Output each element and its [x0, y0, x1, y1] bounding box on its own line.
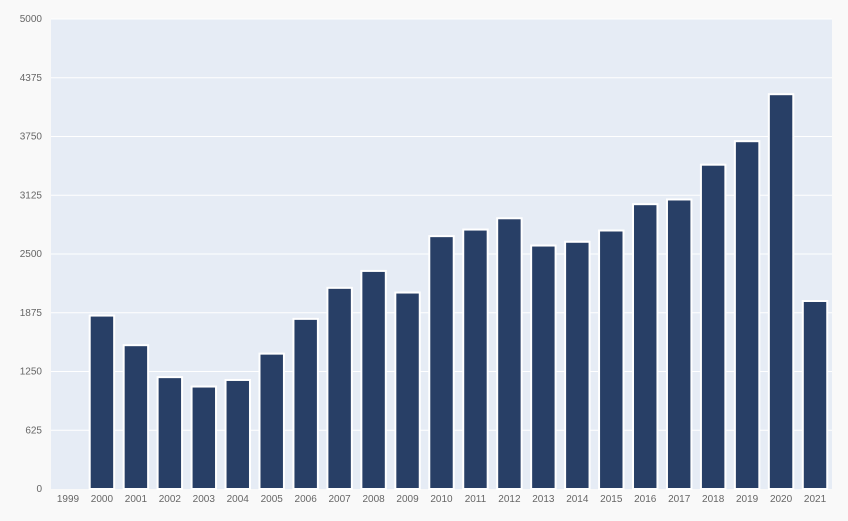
x-tick-label: 2006 [295, 494, 318, 505]
x-tick-label: 2013 [532, 494, 555, 505]
x-tick-label: 2003 [193, 494, 216, 505]
bar-2016 [632, 203, 659, 490]
y-tick-label: 3750 [20, 132, 43, 143]
x-tick-label: 2007 [329, 494, 352, 505]
y-tick-label: 2500 [20, 249, 43, 260]
y-tick-label: 5000 [20, 14, 43, 25]
x-tick-label: 2009 [396, 494, 419, 505]
x-tick-label: 2005 [261, 494, 284, 505]
x-tick-label: 2015 [600, 494, 623, 505]
x-tick-label: 2014 [566, 494, 589, 505]
bar-2004 [224, 378, 251, 490]
bar-2015 [598, 229, 625, 490]
x-tick-label: 2002 [159, 494, 182, 505]
x-tick-label: 2016 [634, 494, 657, 505]
bar-2006 [292, 317, 319, 490]
y-tick-label: 625 [25, 425, 42, 436]
x-tick-label: 2018 [702, 494, 725, 505]
bars [88, 93, 829, 491]
bar-2020 [767, 93, 795, 490]
bar-2017 [665, 198, 693, 490]
bar-2013 [530, 244, 557, 490]
y-tick-label: 1875 [20, 308, 43, 319]
bar-2003 [190, 385, 218, 491]
y-tick-label: 3125 [20, 190, 43, 201]
bar-2010 [428, 235, 455, 490]
bar-2002 [156, 376, 184, 491]
bar-2019 [733, 140, 761, 490]
x-tick-label: 2011 [465, 494, 487, 505]
y-tick-label: 4375 [20, 73, 43, 84]
x-tick-label: 2019 [736, 494, 759, 505]
y-tick-label: 1250 [20, 367, 43, 378]
bar-2001 [122, 344, 150, 490]
bar-2014 [564, 240, 591, 490]
y-axis-tick-labels: 0 625 1250 1875 2500 3125 3750 4375 5000 [20, 14, 43, 495]
x-tick-label: 2012 [498, 494, 521, 505]
x-tick-label: 2008 [362, 494, 385, 505]
x-tick-label: 2004 [227, 494, 250, 505]
x-axis-tick-labels: 1999 2000 2001 2002 2003 2004 2005 2006 2007 2008… [57, 494, 827, 505]
x-tick-label: 1999 [57, 494, 80, 505]
x-tick-label: 2020 [770, 494, 793, 505]
bar-2018 [699, 163, 727, 490]
bar-2007 [326, 286, 353, 490]
x-tick-label: 2021 [804, 494, 827, 505]
x-tick-label: 2000 [91, 494, 114, 505]
x-tick-label: 2010 [430, 494, 453, 505]
bar-2009 [394, 291, 421, 491]
x-tick-label: 2017 [668, 494, 691, 505]
bar-2005 [258, 352, 285, 491]
bar-2012 [496, 217, 523, 490]
bar-2021 [801, 300, 829, 490]
bar-2011 [462, 228, 489, 490]
x-tick-label: 2001 [125, 494, 148, 505]
bar-2000 [88, 314, 116, 490]
y-tick-label: 0 [36, 484, 42, 495]
bar-2008 [360, 269, 387, 491]
